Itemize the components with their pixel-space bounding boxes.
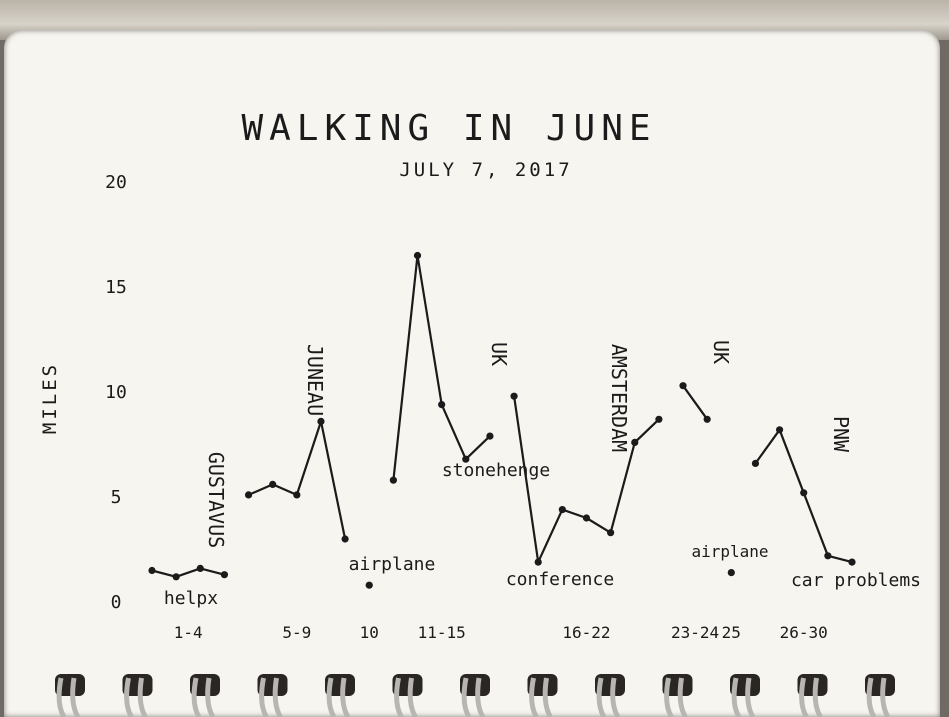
data-point — [389, 476, 397, 484]
data-point — [679, 382, 687, 390]
spiral-ring — [664, 677, 674, 717]
spiral-ring — [340, 677, 351, 717]
y-tick-label: 10 — [105, 382, 127, 403]
spiral-ring — [205, 677, 216, 717]
x-group-label: 5-9 — [282, 623, 311, 642]
spiral-ring — [731, 677, 742, 717]
y-tick-label: 5 — [111, 487, 122, 508]
data-point — [848, 558, 856, 566]
annotation-uk-1: UK — [487, 342, 511, 366]
x-group-label: 26-30 — [780, 623, 828, 642]
annotation-pnw: PNW — [829, 416, 853, 453]
x-group-label: 16-22 — [562, 623, 610, 642]
spiral-ring — [677, 677, 688, 717]
series-line-1-4 — [150, 567, 226, 578]
data-point — [148, 566, 156, 575]
data-point — [196, 564, 204, 573]
x-group-label: 1-4 — [174, 623, 203, 642]
spiral-ring — [529, 677, 539, 717]
data-point — [269, 480, 277, 488]
data-point — [824, 552, 832, 560]
spiral-ring — [475, 677, 486, 717]
spiral-ring — [610, 677, 621, 717]
spiral-ring — [124, 677, 134, 717]
data-point — [703, 415, 711, 423]
data-point — [800, 489, 808, 497]
data-point — [438, 401, 446, 409]
data-point — [510, 392, 518, 400]
spiral-ring — [812, 677, 823, 717]
y-axis-label: MILES — [39, 362, 61, 434]
spiral-ring — [880, 677, 891, 717]
spiral-ring — [191, 677, 202, 717]
chart-subtitle: JULY 7, 2017 — [399, 159, 572, 181]
data-point — [727, 569, 735, 577]
data-point — [631, 438, 639, 446]
annotation-helpx: helpx — [164, 588, 218, 609]
spiral-ring — [56, 677, 67, 717]
x-group-label: 10 — [360, 623, 379, 642]
spiral-ring — [866, 677, 877, 717]
annotation-amsterdam: AMSTERDAM — [607, 344, 631, 452]
y-tick-label: 0 — [111, 592, 122, 613]
data-point — [775, 426, 784, 434]
data-point — [220, 571, 229, 579]
data-point — [486, 432, 494, 440]
spiral-ring — [394, 677, 404, 717]
spiral-ring — [70, 677, 81, 717]
data-point — [317, 417, 325, 425]
series-line-5-9 — [247, 420, 347, 541]
data-point — [413, 251, 422, 260]
spiral-binding — [55, 674, 895, 717]
x-group-label: 11-15 — [418, 623, 466, 642]
spiral-ring — [272, 677, 283, 717]
annotation-uk-2: UK — [709, 340, 733, 364]
data-point — [534, 558, 542, 566]
spiral-ring — [326, 677, 337, 717]
spiral-ring — [407, 677, 418, 717]
data-point — [172, 573, 180, 581]
spiral-ring — [137, 677, 148, 717]
spiral-ring — [542, 677, 553, 717]
x-group-label: 23-24 — [671, 623, 719, 642]
annotation-conference: conference — [506, 569, 614, 590]
data-point — [244, 491, 253, 499]
annotation-juneau: JUNEAU — [303, 344, 327, 416]
spiral-ring — [799, 677, 809, 717]
data-point — [607, 529, 615, 537]
annotation-car-problems: car problems — [791, 570, 921, 591]
chart-title: WALKING IN JUNE — [241, 108, 656, 149]
spiral-ring — [596, 677, 607, 717]
series-line-23-24 — [681, 384, 709, 421]
data-point — [582, 514, 591, 522]
annotation-gustavus: GUSTAVUS — [204, 452, 228, 548]
data-point — [341, 535, 349, 543]
notebook-page: WALKING IN JUNE JULY 7, 2017 MILES 0 5 10 1… — [4, 30, 940, 717]
annotation-airplane-2: airplane — [691, 542, 768, 561]
data-point — [365, 581, 373, 589]
data-point — [293, 491, 301, 499]
data-point — [462, 455, 470, 463]
spiral-ring — [461, 677, 472, 717]
y-tick-label: 15 — [105, 277, 127, 298]
series-line-11-15 — [392, 254, 491, 482]
annotation-airplane-1: airplane — [349, 554, 436, 575]
data-point — [751, 459, 760, 467]
spiral-ring — [745, 677, 756, 717]
line-chart: WALKING IN JUNE JULY 7, 2017 MILES 0 5 10 1… — [39, 108, 921, 717]
data-point — [558, 506, 566, 514]
y-tick-label: 20 — [105, 172, 127, 193]
spiral-ring — [259, 677, 269, 717]
data-point — [655, 415, 663, 423]
annotation-stonehenge: stonehenge — [442, 460, 550, 481]
x-group-label: 25 — [722, 623, 741, 642]
